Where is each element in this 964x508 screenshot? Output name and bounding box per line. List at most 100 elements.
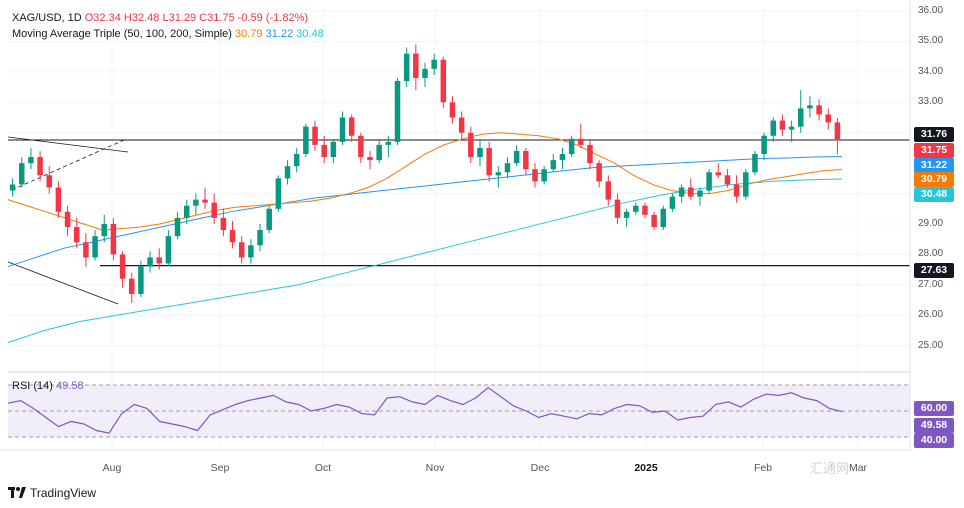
ma200-line: [7, 178, 843, 344]
watermark-label: 汇通网: [810, 461, 850, 476]
price-badge: 40.00: [914, 433, 954, 448]
candle-body: [202, 199, 208, 203]
candle-body: [486, 147, 492, 176]
trendline-dashed: [11, 139, 125, 191]
ma100-value: 31.22: [265, 28, 294, 40]
tradingview-brand[interactable]: TradingView: [8, 486, 96, 500]
price-legend: XAG/USD, 1D O32.34 H32.48 L31.29 C31.75 …: [12, 12, 308, 24]
candle-body: [660, 208, 667, 228]
candle-body: [183, 205, 190, 218]
rsi-label[interactable]: RSI (14): [12, 380, 53, 392]
x-tick-label: Aug: [102, 462, 122, 474]
x-tick-label: Mar: [848, 462, 868, 474]
candle-body: [449, 102, 456, 118]
candle-body: [559, 154, 566, 161]
moving-average-lines: [7, 132, 843, 344]
ma50-line: [7, 132, 843, 231]
candle-body: [55, 187, 62, 212]
candle-body: [330, 141, 337, 158]
candle-body: [477, 147, 483, 158]
candle-body: [605, 181, 612, 200]
candle-body: [642, 205, 648, 215]
candle-body: [385, 141, 392, 145]
candle-body: [798, 108, 804, 127]
candle-body: [284, 166, 291, 179]
tradingview-logo-icon: [8, 487, 26, 498]
candle-body: [513, 150, 520, 164]
candle-body: [743, 172, 749, 197]
symbol-label[interactable]: XAG/USD, 1D: [12, 12, 82, 24]
candle-body: [752, 154, 758, 173]
rsi-legend: RSI (14) 49.58: [12, 380, 84, 392]
candle-body: [614, 199, 621, 218]
candle-body: [257, 230, 263, 246]
price-badge: 49.58: [914, 418, 954, 433]
candle-body: [532, 169, 538, 182]
y-tick-label: 25.00: [918, 339, 944, 351]
candle-body: [128, 278, 135, 294]
price-badge: 31.22: [914, 158, 954, 173]
ma-legend: Moving Average Triple (50, 100, 200, Sim…: [12, 28, 324, 40]
candle-body: [550, 160, 557, 170]
x-tick-label: Nov: [425, 462, 445, 474]
candle-body: [73, 227, 80, 243]
candle-body: [248, 245, 254, 258]
candle-body: [165, 236, 172, 264]
candle-body: [587, 144, 593, 164]
price-badge: 30.48: [914, 187, 954, 202]
candle-body: [697, 190, 703, 197]
price-badge: 27.63: [914, 263, 954, 278]
rsi-band: [8, 384, 910, 438]
candle-body: [633, 205, 639, 212]
candle-body: [229, 230, 236, 243]
candle-body: [193, 199, 199, 206]
candle-body: [596, 163, 602, 182]
candle-body: [733, 184, 740, 197]
y-tick-label: 26.00: [918, 309, 944, 321]
y-tick-label: 35.00: [918, 35, 944, 47]
y-tick-label: 34.00: [918, 65, 944, 77]
candle-body: [688, 187, 694, 197]
candle-body: [403, 53, 410, 82]
candle-body: [303, 126, 309, 155]
y-tick-label: 33.00: [918, 96, 944, 108]
axes: [0, 0, 911, 451]
candle-body: [348, 117, 355, 136]
y-tick-label: 28.00: [918, 248, 944, 260]
candle-body: [64, 211, 71, 228]
candle-body: [504, 163, 511, 173]
candle-body: [651, 214, 657, 228]
price-badge: 30.79: [914, 172, 954, 187]
candle-body: [238, 242, 245, 258]
candle-body: [770, 120, 777, 136]
candle-body: [394, 81, 401, 142]
ma-label[interactable]: Moving Average Triple (50, 100, 200, Sim…: [12, 28, 232, 40]
candle-body: [211, 202, 217, 218]
candle-body: [623, 211, 630, 218]
candle-body: [321, 144, 327, 158]
candle-body: [495, 172, 502, 176]
candle-body: [46, 175, 52, 188]
candle-body: [431, 59, 437, 69]
candle-body: [339, 117, 346, 142]
candle-body: [413, 53, 419, 78]
candle-body: [83, 242, 89, 258]
chart-grid: [8, 8, 910, 450]
candle-body: [568, 138, 575, 155]
candle-body: [468, 132, 474, 158]
candle-body: [706, 172, 712, 191]
rsi-line: [7, 386, 843, 434]
y-tick-label: 36.00: [918, 5, 944, 17]
candle-body: [119, 254, 126, 279]
rsi-value: 49.58: [56, 380, 84, 392]
candle-body: [110, 223, 117, 255]
candle-body: [761, 135, 767, 155]
candle-body: [18, 163, 25, 185]
candle-body: [138, 266, 144, 294]
candle-body: [825, 114, 832, 123]
brand-label: TradingView: [30, 486, 97, 500]
candle-body: [376, 144, 382, 161]
candle-body: [266, 208, 272, 231]
candlesticks: [9, 44, 841, 304]
